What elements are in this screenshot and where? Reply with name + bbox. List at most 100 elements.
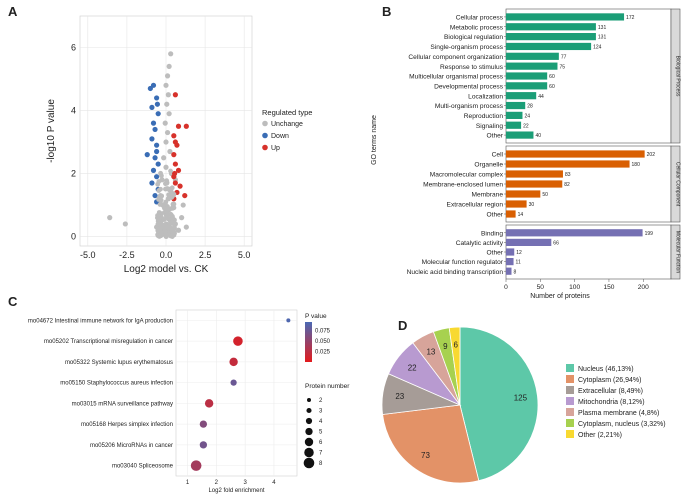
legend-label: Cytoplasm (26,94%)	[578, 377, 641, 384]
colorbar-tick-label: 0.025	[315, 349, 331, 355]
point-down	[154, 174, 160, 180]
bar-value-label: 83	[565, 172, 571, 178]
bar	[506, 238, 552, 246]
facet-strip	[670, 145, 681, 223]
point-up	[172, 170, 178, 177]
bar	[506, 180, 563, 188]
kegg-bubble-chart: 1 2 3 4 mo04672 Intestinal immune network fo…	[28, 309, 350, 494]
point-unchange	[169, 212, 174, 218]
point-up	[172, 139, 178, 145]
colorbar-tick-label: 0.050	[315, 339, 331, 345]
point-down	[152, 155, 158, 161]
bar	[506, 248, 515, 256]
term-label: mo05150 Staphylococcus aureus infection	[60, 381, 173, 387]
slice-value-label: 73	[421, 451, 430, 460]
point-down	[152, 192, 158, 199]
x-tick-label: 1	[186, 480, 190, 486]
facet-label: Molecular Function	[675, 231, 681, 273]
category-label: Membrane	[471, 192, 503, 199]
point-unchange	[169, 220, 175, 226]
legend-label-up: Up	[271, 145, 280, 152]
category-label: Molecular function regulator	[422, 259, 504, 266]
point-unchange	[164, 129, 171, 136]
size-legend-marker	[305, 427, 313, 436]
point-up	[175, 123, 182, 129]
point-unchange	[170, 201, 176, 207]
point-unchange	[168, 233, 174, 239]
colorbar-title: P value	[305, 313, 327, 320]
category-label: Binding	[481, 230, 503, 237]
point-down	[155, 161, 161, 167]
point-unchange	[161, 155, 167, 161]
y-tick-label: 6	[71, 43, 76, 53]
point-down	[147, 85, 153, 92]
legend-title: Regulated type	[262, 108, 312, 117]
x-tick-label: 0.0	[160, 250, 173, 260]
legend-swatch	[566, 364, 574, 372]
point-unchange	[155, 181, 161, 187]
y-tick-label: 0	[71, 232, 76, 242]
point-up	[182, 192, 188, 199]
point-up	[175, 167, 182, 173]
plot-area	[175, 309, 298, 477]
category-label: Reproduction	[464, 113, 504, 120]
point-unchange	[170, 193, 176, 199]
legend-swatch	[566, 408, 574, 416]
slice-value-label: 125	[514, 394, 528, 403]
panel-letter-d: D	[398, 318, 407, 333]
bubble	[204, 399, 214, 408]
legend-swatch-unchange	[262, 120, 268, 127]
bar	[506, 33, 596, 41]
size-legend-label: 3	[319, 409, 323, 415]
bar-value-label: 199	[645, 231, 654, 237]
legend-swatch-down	[262, 132, 268, 139]
term-label: mo05322 Systemic lupus erythematosus	[65, 360, 173, 366]
bubble	[286, 318, 291, 323]
bar	[506, 13, 625, 21]
y-axis-title: -log10 P value	[46, 99, 57, 163]
bar-value-label: 77	[561, 54, 567, 60]
point-unchange	[164, 186, 170, 191]
size-legend-label: 5	[319, 430, 323, 436]
point-unchange	[166, 63, 172, 70]
x-tick-label: 4	[272, 480, 276, 486]
slice-value-label: 22	[408, 363, 417, 372]
size-legend-marker	[307, 398, 311, 402]
x-tick-label: 5.0	[238, 250, 251, 260]
point-unchange	[171, 224, 177, 230]
colorbar	[305, 322, 312, 362]
bar	[506, 131, 534, 139]
bubble	[199, 420, 208, 428]
category-label: Macromolecular complex	[430, 172, 504, 179]
point-up	[172, 161, 178, 167]
pie-slice	[459, 326, 539, 482]
point-up	[171, 152, 177, 158]
point-unchange	[159, 193, 165, 199]
facet-strip	[670, 8, 681, 144]
point-down	[150, 82, 157, 88]
pie-slice	[448, 326, 461, 406]
size-legend-marker	[306, 407, 312, 414]
bubble	[199, 441, 208, 449]
category-label: Organelle	[474, 162, 503, 169]
point-unchange	[163, 139, 169, 145]
point-unchange	[167, 148, 173, 155]
category-label: Developmental process	[434, 83, 504, 90]
x-tick-label: 2.5	[199, 250, 212, 260]
size-legend-label: 8	[319, 461, 323, 467]
bubble	[229, 357, 238, 367]
point-unchange	[158, 170, 163, 176]
bar-value-label: 22	[523, 123, 529, 129]
bubble	[190, 460, 202, 471]
category-label: Multi-organism process	[435, 103, 504, 110]
bar	[506, 121, 522, 129]
bar-value-label: 12	[516, 250, 522, 256]
point-unchange	[166, 111, 172, 117]
bar-value-label: 30	[529, 202, 535, 208]
point-unchange	[159, 201, 165, 207]
bar	[506, 42, 592, 51]
term-label: mo05168 Herpes simplex infection	[81, 422, 173, 428]
bar	[506, 267, 512, 275]
bar-value-label: 50	[542, 192, 548, 198]
